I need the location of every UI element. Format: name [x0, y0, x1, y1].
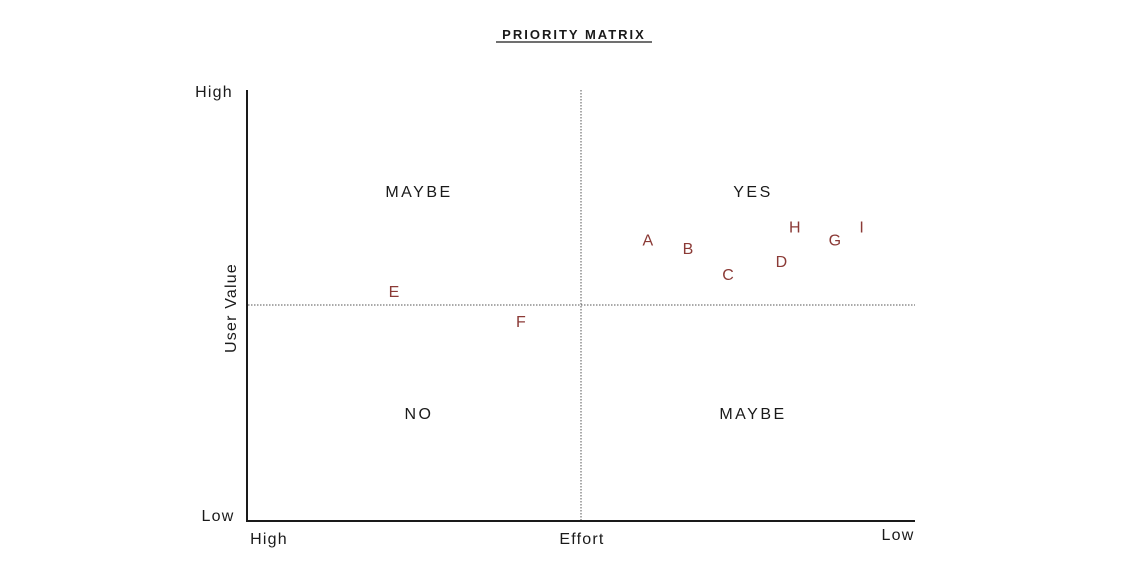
chart-title: PRIORITY MATRIX: [502, 27, 646, 42]
data-point-g: G: [829, 232, 841, 249]
data-point-a: A: [642, 232, 653, 249]
y-axis-title: User Value: [223, 263, 240, 353]
quadrant-bottom-right-label: MAYBE: [719, 406, 786, 423]
data-points-layer: A B C D E F G H I: [389, 219, 864, 331]
data-point-c: C: [722, 267, 734, 284]
quadrant-bottom-left-label: NO: [405, 406, 434, 423]
data-point-e: E: [389, 284, 400, 301]
data-point-f: F: [516, 314, 526, 331]
x-axis-high-label: High: [250, 531, 288, 548]
y-axis-high-label: High: [195, 84, 233, 101]
data-point-b: B: [683, 241, 694, 258]
quadrant-top-left-label: MAYBE: [385, 184, 452, 201]
x-axis-title: Effort: [559, 531, 604, 548]
data-point-i: I: [859, 219, 863, 236]
quadrant-top-right-label: YES: [733, 184, 773, 201]
data-point-d: D: [776, 254, 788, 271]
x-axis-low-label: Low: [882, 527, 915, 544]
y-axis-low-label: Low: [202, 508, 235, 525]
data-point-h: H: [789, 219, 801, 236]
